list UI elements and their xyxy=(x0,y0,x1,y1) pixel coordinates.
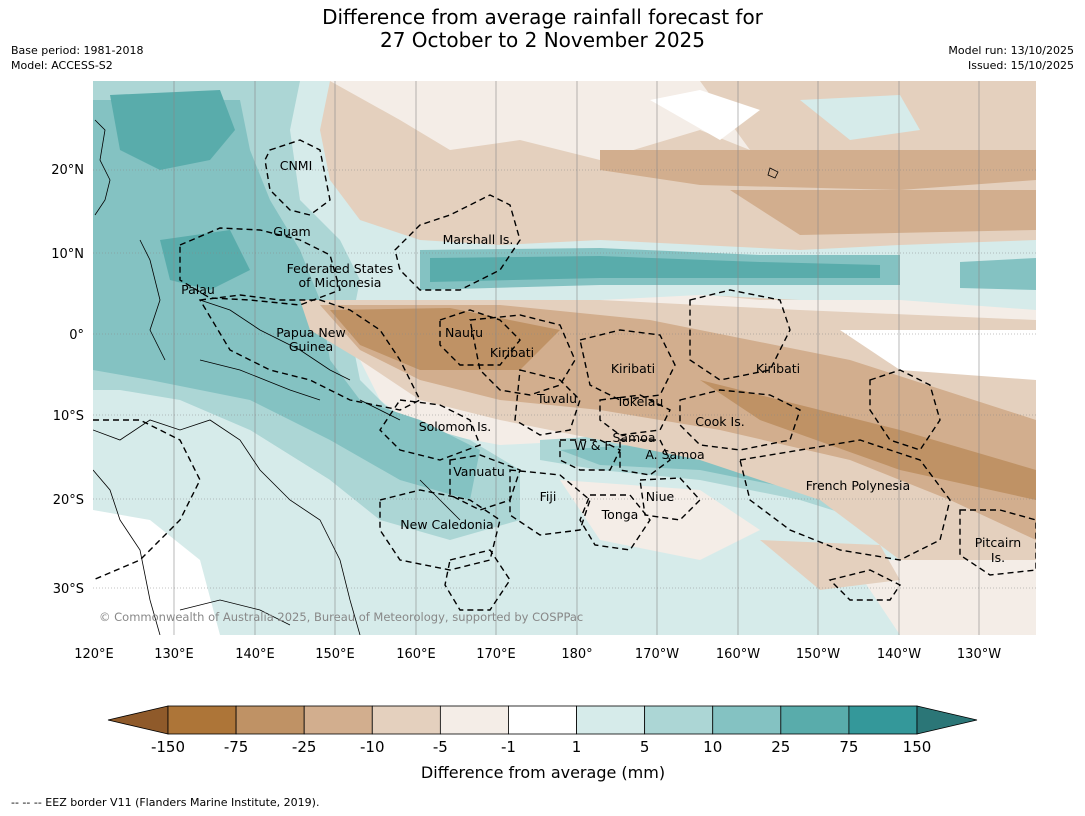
meta-left: Base period: 1981-2018 Model: ACCESS-S2 xyxy=(11,43,143,73)
colorbar-tick-label: 10 xyxy=(703,738,722,756)
colorbar-bin xyxy=(576,705,646,735)
label-pitcairn-line1: Pitcairn xyxy=(975,535,1021,550)
model-name: Model: ACCESS-S2 xyxy=(11,59,113,72)
base-period: Base period: 1981-2018 xyxy=(11,44,144,57)
colorbar-tick-label: -5 xyxy=(433,738,448,756)
colorbar-bin xyxy=(848,705,918,735)
map-area: CNMI Guam Marshall Is. Federated States … xyxy=(93,81,1036,635)
colorbar-bin xyxy=(167,705,237,735)
colorbar-bin xyxy=(303,705,373,735)
issued-date: Issued: 15/10/2025 xyxy=(967,59,1074,72)
colorbar: -150 -75 -25 -10 -5 -1 1 5 10 25 75 150 Difference … xyxy=(107,705,978,782)
meta-right: Model run: 13/10/2025 Issued: 15/10/2025 xyxy=(948,43,1074,73)
label-palau: Palau xyxy=(181,282,215,297)
copyright-notice: © Commonwealth of Australia 2025, Bureau… xyxy=(99,610,583,624)
colorbar-bin xyxy=(235,705,305,735)
label-marshall-islands: Marshall Is. xyxy=(443,232,514,247)
label-wallis-futuna: W & F xyxy=(574,438,611,453)
colorbar-tick-label: 150 xyxy=(903,738,932,756)
colorbar-tick-label: 1 xyxy=(572,738,582,756)
label-french-polynesia: French Polynesia xyxy=(806,478,910,493)
colorbar-bin xyxy=(712,705,782,735)
label-niue: Niue xyxy=(646,489,675,504)
label-cook-islands: Cook Is. xyxy=(695,414,744,429)
lon-tick: 160°E xyxy=(396,647,436,662)
lon-tick: 140°E xyxy=(235,647,275,662)
colorbar-tick-label: 5 xyxy=(640,738,650,756)
colorbar-tick-label: -1 xyxy=(501,738,516,756)
label-solomon-islands: Solomon Is. xyxy=(419,419,492,434)
lon-tick: 150°E xyxy=(315,647,355,662)
title-line-2: 27 October to 2 November 2025 xyxy=(379,28,706,52)
lat-tick: 20°N xyxy=(51,163,84,178)
coastlines xyxy=(93,119,779,635)
colorbar-bins xyxy=(167,705,918,735)
lat-tick: 10°S xyxy=(53,409,84,424)
label-tonga: Tonga xyxy=(601,507,639,522)
label-pitcairn-line2: Is. xyxy=(991,550,1005,565)
lon-tick: 170°E xyxy=(476,647,516,662)
eez-borders xyxy=(93,139,1036,611)
colorbar-bin xyxy=(780,705,850,735)
lon-tick: 180° xyxy=(561,647,592,662)
label-fsm-line1: Federated States xyxy=(287,261,394,276)
colorbar-tick-label: 75 xyxy=(839,738,858,756)
colorbar-tick-label: -25 xyxy=(292,738,317,756)
lon-tick: 120°E xyxy=(74,647,114,662)
colorbar-bin xyxy=(508,705,577,735)
model-run: Model run: 13/10/2025 xyxy=(948,44,1074,57)
label-guam: Guam xyxy=(273,224,310,239)
colorbar-tick-label: -10 xyxy=(360,738,385,756)
colorbar-bin xyxy=(371,705,441,735)
label-fiji: Fiji xyxy=(540,489,557,504)
colorbar-under-arrow xyxy=(107,705,169,735)
region-labels: CNMI Guam Marshall Is. Federated States … xyxy=(181,158,1021,565)
label-png-line2: Guinea xyxy=(289,339,333,354)
lon-tick: 170°W xyxy=(635,647,679,662)
colorbar-bin xyxy=(644,705,714,735)
lon-tick: 160°W xyxy=(716,647,760,662)
label-samoa: Samoa xyxy=(612,430,655,445)
label-nauru: Nauru xyxy=(445,325,483,340)
label-kiribati-east: Kiribati xyxy=(756,361,800,376)
lon-tick: 130°E xyxy=(154,647,194,662)
label-tuvalu: Tuvalu xyxy=(536,391,577,406)
colorbar-tick-label: -75 xyxy=(224,738,249,756)
colorbar-tick-label: -150 xyxy=(151,738,185,756)
label-fsm-line2: of Micronesia xyxy=(299,275,382,290)
longitude-ticks: 120°E 130°E 140°E 150°E 160°E 170°E 180°… xyxy=(74,647,1001,662)
lat-tick: 20°S xyxy=(53,493,84,508)
label-kiribati-central: Kiribati xyxy=(611,361,655,376)
title-line-1: Difference from average rainfall forecas… xyxy=(322,5,763,29)
lon-tick: 150°W xyxy=(796,647,840,662)
label-cnmi: CNMI xyxy=(280,158,313,173)
label-american-samoa: A. Samoa xyxy=(645,447,704,462)
colorbar-tick-label: 25 xyxy=(771,738,790,756)
label-png-line1: Papua New xyxy=(276,325,345,340)
lon-tick: 130°W xyxy=(957,647,1001,662)
label-kiribati-west: Kiribati xyxy=(490,345,534,360)
colorbar-bin xyxy=(439,705,509,735)
colorbar-title: Difference from average (mm) xyxy=(421,763,665,782)
label-vanuatu: Vanuatu xyxy=(453,464,505,479)
eez-legend-note: -- -- -- EEZ border V11 (Flanders Marine… xyxy=(11,796,320,809)
lat-tick: 0° xyxy=(69,328,84,343)
latitude-ticks: 20°N 10°N 0° 10°S 20°S 30°S xyxy=(51,163,84,597)
map-title: Difference from average rainfall forecas… xyxy=(0,6,1085,52)
lat-tick: 30°S xyxy=(53,582,84,597)
colorbar-over-arrow xyxy=(916,705,978,735)
label-new-caledonia: New Caledonia xyxy=(400,517,493,532)
colorbar-ticks: -150 -75 -25 -10 -5 -1 1 5 10 25 75 150 xyxy=(151,738,931,756)
label-tokelau: Tokelau xyxy=(616,394,664,409)
lon-tick: 140°W xyxy=(877,647,921,662)
lat-tick: 10°N xyxy=(51,247,84,262)
